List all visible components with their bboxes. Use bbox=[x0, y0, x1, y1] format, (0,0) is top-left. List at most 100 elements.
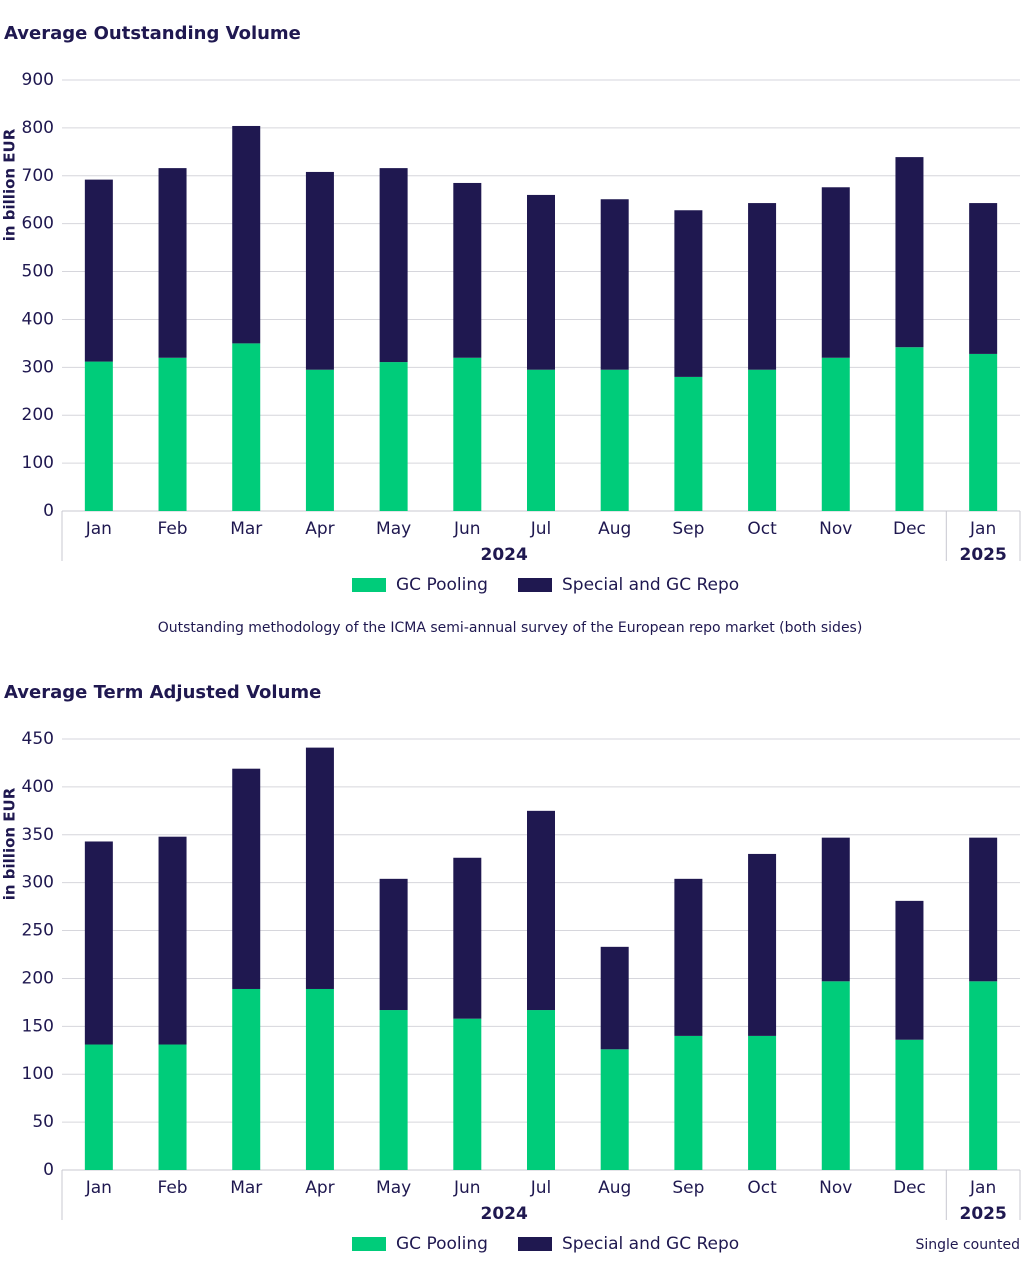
y-tick-label: 400 bbox=[22, 777, 54, 797]
x-tick-label: Apr bbox=[305, 1178, 334, 1198]
bar-segment bbox=[748, 203, 777, 370]
bar-segment bbox=[600, 1049, 629, 1170]
bar-segment bbox=[895, 900, 924, 1040]
bar-segment bbox=[232, 988, 261, 1170]
y-tick-label: 100 bbox=[22, 453, 54, 473]
bar-segment bbox=[84, 179, 113, 362]
note: Single counted bbox=[916, 1237, 1021, 1253]
x-tick-label: Feb bbox=[157, 1178, 187, 1198]
bar-segment bbox=[232, 768, 261, 989]
bar-segment bbox=[821, 187, 850, 358]
x-tick-label: Jan bbox=[969, 1178, 996, 1198]
legend-label: GC Pooling bbox=[396, 575, 488, 595]
bar-segment bbox=[379, 362, 408, 511]
bar-segment bbox=[84, 361, 113, 511]
bar-segment bbox=[969, 353, 998, 511]
bar-segment bbox=[232, 343, 261, 511]
bar-segment bbox=[969, 981, 998, 1170]
legend-swatch bbox=[518, 578, 552, 592]
x-tick-label: May bbox=[376, 1178, 411, 1198]
bar-segment bbox=[453, 1018, 482, 1170]
bar-segment bbox=[305, 747, 334, 989]
x-tick-label: Jan bbox=[969, 519, 996, 539]
y-tick-label: 150 bbox=[22, 1016, 54, 1036]
x-tick-label: Oct bbox=[747, 519, 777, 539]
bar-segment bbox=[674, 210, 703, 377]
x-tick-label: Mar bbox=[230, 519, 262, 539]
x-tick-label: Jun bbox=[453, 519, 481, 539]
x-tick-label: Feb bbox=[157, 519, 187, 539]
bar-segment bbox=[158, 168, 187, 358]
x-tick-label: May bbox=[376, 519, 411, 539]
x-tick-label: Aug bbox=[598, 519, 631, 539]
bar-segment bbox=[748, 369, 777, 511]
bar-segment bbox=[305, 171, 334, 370]
x-tick-label: Sep bbox=[672, 1178, 704, 1198]
bar-segment bbox=[969, 203, 998, 354]
x-group-label: 2024 bbox=[480, 545, 527, 565]
y-tick-label: 50 bbox=[32, 1112, 54, 1132]
x-tick-label: Dec bbox=[893, 1178, 926, 1198]
x-tick-label: Aug bbox=[598, 1178, 631, 1198]
legend-swatch bbox=[518, 1237, 552, 1251]
bar-segment bbox=[895, 1039, 924, 1170]
legend-label: GC Pooling bbox=[396, 1234, 488, 1254]
bar-segment bbox=[674, 1035, 703, 1170]
y-tick-label: 400 bbox=[22, 309, 54, 329]
y-tick-label: 900 bbox=[22, 70, 54, 90]
bar-segment bbox=[821, 981, 850, 1170]
bar-segment bbox=[600, 946, 629, 1050]
bar-segment bbox=[84, 1044, 113, 1170]
bar-segment bbox=[379, 168, 408, 363]
x-group-label: 2024 bbox=[480, 1204, 527, 1224]
y-tick-label: 300 bbox=[22, 357, 54, 377]
bar-segment bbox=[527, 369, 555, 511]
bar-segment bbox=[748, 853, 777, 1036]
x-group-label: 2025 bbox=[959, 1204, 1006, 1224]
legend-label: Special and GC Repo bbox=[562, 1234, 739, 1254]
y-tick-label: 300 bbox=[22, 873, 54, 893]
x-group-label: 2025 bbox=[959, 545, 1006, 565]
x-tick-label: Jul bbox=[530, 519, 552, 539]
y-tick-label: 0 bbox=[43, 501, 54, 521]
bar-segment bbox=[158, 836, 187, 1045]
x-tick-label: Jan bbox=[85, 519, 112, 539]
y-tick-label: 200 bbox=[22, 405, 54, 425]
x-tick-label: Jun bbox=[453, 1178, 481, 1198]
legend-swatch bbox=[352, 1237, 386, 1251]
chart-title: Average Term Adjusted Volume bbox=[4, 682, 321, 703]
legend-label: Special and GC Repo bbox=[562, 575, 739, 595]
x-tick-label: Oct bbox=[747, 1178, 777, 1198]
bar-segment bbox=[600, 369, 629, 511]
bar-segment bbox=[305, 369, 334, 511]
bar-segment bbox=[527, 1010, 555, 1170]
bar-segment bbox=[895, 347, 924, 511]
y-tick-label: 450 bbox=[22, 729, 54, 749]
bar-segment bbox=[674, 878, 703, 1036]
y-axis-label: in billion EUR bbox=[1, 128, 19, 241]
bar-segment bbox=[232, 125, 261, 344]
y-axis-label: in billion EUR bbox=[1, 787, 19, 900]
y-tick-label: 600 bbox=[22, 214, 54, 234]
x-tick-label: Nov bbox=[819, 1178, 852, 1198]
bar-segment bbox=[158, 357, 187, 511]
y-tick-label: 100 bbox=[22, 1064, 54, 1084]
bar-segment bbox=[453, 182, 482, 358]
bar-segment bbox=[527, 810, 555, 1011]
bar-segment bbox=[379, 1010, 408, 1170]
bar-segment bbox=[674, 376, 703, 511]
bar-segment bbox=[821, 357, 850, 511]
y-tick-label: 700 bbox=[22, 166, 54, 186]
bar-segment bbox=[453, 357, 482, 511]
note: Outstanding methodology of the ICMA semi… bbox=[158, 620, 863, 636]
bar-segment bbox=[84, 841, 113, 1045]
x-tick-label: Mar bbox=[230, 1178, 262, 1198]
y-tick-label: 500 bbox=[22, 262, 54, 282]
bar-segment bbox=[379, 878, 408, 1011]
x-tick-label: Nov bbox=[819, 519, 852, 539]
y-tick-label: 800 bbox=[22, 118, 54, 138]
chart-title: Average Outstanding Volume bbox=[4, 23, 301, 44]
y-tick-label: 200 bbox=[22, 968, 54, 988]
y-tick-label: 250 bbox=[22, 921, 54, 941]
